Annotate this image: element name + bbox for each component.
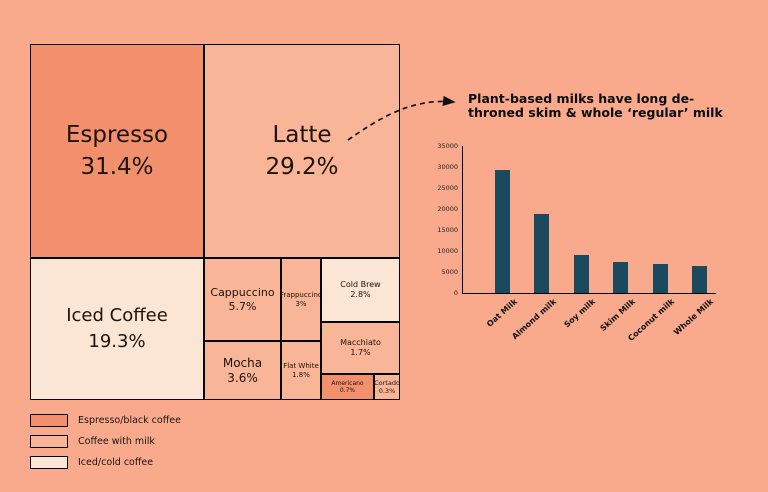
bar-chart-title-line1: Plant-based milks have long de-	[468, 91, 695, 106]
x-axis-label: Oat Milk	[484, 297, 519, 329]
cell-percent: 0.7%	[339, 387, 356, 394]
cell-percent: 5.7%	[228, 299, 257, 313]
treemap-cell-frappuccino: Frappuccino 3%	[279, 258, 323, 341]
bar-group: Whole Milk	[672, 147, 715, 337]
treemap-cell-flat-white: Flat White 1.8%	[281, 341, 321, 400]
legend-row-milk: Coffee with milk	[30, 435, 181, 448]
treemap-cell-cold-brew: Cold Brew 2.8%	[321, 258, 400, 322]
treemap-cell-espresso: Espresso 31.4%	[30, 44, 204, 258]
coffee-treemap: Espresso 31.4% Latte 29.2% Iced Coffee 1…	[30, 44, 400, 400]
cell-label: Cold Brew	[340, 280, 381, 289]
bar-oat-milk	[495, 170, 510, 293]
cell-label: Cortado	[374, 378, 400, 387]
treemap-cell-mocha: Mocha 3.6%	[204, 341, 281, 400]
treemap-cell-macchiato: Macchiato 1.7%	[321, 322, 400, 374]
bar-whole-milk	[691, 266, 707, 293]
cell-percent: 3%	[295, 299, 307, 308]
legend-row-iced: Iced/cold coffee	[30, 456, 181, 469]
cell-label: Latte	[272, 121, 332, 148]
y-tick-label: 5000	[441, 268, 458, 277]
legend-row-espresso: Espresso/black coffee	[30, 414, 181, 427]
legend-swatch	[30, 414, 68, 427]
bar-skim-milk	[613, 262, 629, 293]
cell-percent: 1.7%	[350, 348, 371, 357]
cell-percent: 0.3%	[378, 387, 396, 395]
dashed-arrow-icon	[347, 95, 456, 141]
bar-group: Coconut milk	[626, 147, 676, 343]
cell-percent: 1.8%	[292, 370, 310, 379]
cell-label: Frappuccino	[279, 290, 323, 299]
bar-area: Oat Milk Almond milk Soy milk Skim Milk Coco…	[463, 147, 715, 343]
bar-almond-milk	[534, 214, 550, 293]
y-tick-label: 0	[453, 289, 458, 298]
bar-group: Soy milk	[563, 147, 597, 329]
cell-percent: 29.2%	[265, 153, 339, 180]
y-tick-label: 35000	[437, 142, 458, 150]
y-tick-label: 20000	[437, 205, 458, 214]
y-tick-label: 25000	[437, 184, 458, 193]
bar-group: Oat Milk	[485, 147, 519, 329]
cell-percent: 2.8%	[350, 290, 371, 299]
cell-label: Flat White	[283, 361, 319, 370]
y-axis-line	[462, 146, 463, 294]
bar-chart-title-line2: throned skim & whole ‘regular’ milk	[468, 105, 723, 121]
cell-label: Cappuccino	[210, 285, 275, 299]
cell-percent: 19.3%	[88, 330, 146, 352]
cell-label: Espresso	[65, 121, 169, 148]
y-tick-label: 15000	[437, 226, 458, 235]
y-axis-ticks: 35000 30000 25000 20000 15000 10000 5000 0	[426, 143, 458, 297]
legend-swatch	[30, 435, 68, 448]
treemap-cell-latte: Latte 29.2%	[204, 44, 400, 258]
bar-soy-milk	[573, 255, 589, 293]
legend-label: Coffee with milk	[78, 436, 155, 447]
bar-chart-title: Plant-based milks have long de- throned …	[468, 91, 730, 121]
legend-label: Espresso/black coffee	[78, 415, 181, 426]
x-axis-line	[462, 293, 716, 294]
bar-group: Almond milk	[510, 147, 558, 341]
treemap-cell-cappuccino: Cappuccino 5.7%	[204, 258, 281, 341]
treemap-legend: Espresso/black coffee Coffee with milk I…	[30, 414, 181, 477]
treemap-cell-americano: Americano 0.7%	[321, 374, 374, 400]
bar-group: Skim Milk	[598, 147, 637, 333]
cell-percent: 3.6%	[227, 370, 258, 385]
cell-label: Americano	[331, 379, 364, 387]
treemap-cell-cortado: Cortado 0.3%	[374, 374, 400, 400]
cell-percent: 31.4%	[80, 153, 154, 180]
cell-label: Iced Coffee	[66, 305, 168, 326]
bar-coconut-milk	[652, 264, 668, 293]
cell-label: Macchiato	[340, 338, 381, 347]
legend-label: Iced/cold coffee	[78, 457, 154, 468]
cell-label: Mocha	[222, 355, 263, 370]
legend-swatch	[30, 456, 68, 469]
y-tick-label: 30000	[437, 163, 458, 172]
treemap-cell-iced-coffee: Iced Coffee 19.3%	[30, 258, 204, 400]
y-tick-label: 10000	[437, 247, 458, 256]
